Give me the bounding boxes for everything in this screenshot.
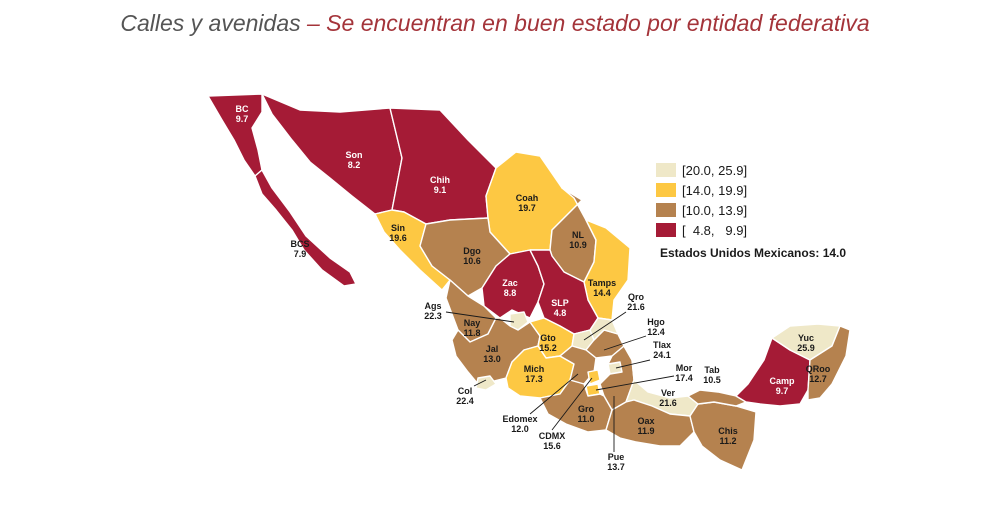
state-region-bcs <box>254 169 357 287</box>
state-region-chih <box>389 107 497 225</box>
state-region-qroo <box>807 325 851 401</box>
leader-mor <box>595 375 675 391</box>
label-sin: Sin 19.6 <box>389 223 407 243</box>
state-region-cdmx <box>587 369 601 385</box>
label-yuc: Yuc 25.9 <box>797 333 815 353</box>
state-labels: BC 9.7 BCS 7.9 Son 8.2 Chih 9.1 Coah 19.7 NL 1… <box>236 104 831 472</box>
title-part-1: Calles y avenidas <box>120 10 301 36</box>
label-son: Son 8.2 <box>346 150 363 170</box>
label-cdmx: CDMX 15.6 <box>539 431 566 451</box>
leader-cdmx <box>551 377 593 431</box>
leader-qro <box>583 311 627 341</box>
legend-swatch <box>656 163 676 177</box>
chart-title: Calles y avenidas – Se encuentran en bue… <box>0 10 990 37</box>
state-region-gro <box>539 379 613 433</box>
callout-lines <box>445 311 675 452</box>
label-tab: Tab 10.5 <box>703 365 721 385</box>
label-jal: Jal 13.0 <box>483 344 501 364</box>
label-edomex: Edomex 12.0 <box>502 414 537 434</box>
label-hgo: Hgo 12.4 <box>647 317 665 337</box>
label-tamps: Tamps 14.4 <box>588 278 616 298</box>
legend-item: [20.0, 25.9] <box>656 160 747 180</box>
label-slp: SLP 4.8 <box>551 298 569 318</box>
label-zac: Zac 8.8 <box>502 278 518 298</box>
label-nay: Nay 11.8 <box>463 318 480 338</box>
label-camp: Camp 9.7 <box>769 376 795 396</box>
leader-hgo <box>603 335 647 351</box>
label-mich: Mich 17.3 <box>524 364 545 384</box>
leader-ags <box>445 311 515 323</box>
state-region-chis <box>689 401 757 471</box>
leader-col <box>473 379 487 387</box>
legend-label: [20.0, 25.9] <box>682 162 748 178</box>
label-gto: Gto 15.2 <box>539 333 557 353</box>
national-total: Estados Unidos Mexicanos: 14.0 <box>660 246 847 260</box>
label-coah: Coah 19.7 <box>516 193 539 213</box>
legend-label: [14.0, 19.9] <box>682 182 748 198</box>
label-pue: Pue 13.7 <box>607 452 625 472</box>
state-region-son <box>261 93 403 215</box>
legend-item: [14.0, 19.9] <box>656 180 747 200</box>
label-bc: BC 9.7 <box>236 104 249 124</box>
label-chis: Chis 11.2 <box>718 426 738 446</box>
legend-item: [10.0, 13.9] <box>656 200 747 220</box>
legend-swatch <box>656 223 676 237</box>
label-qro: Qro 21.6 <box>627 292 645 312</box>
label-oax: Oax 11.9 <box>637 416 654 436</box>
legend-label: [10.0, 13.9] <box>682 202 748 218</box>
leader-edomex <box>529 373 579 415</box>
label-tlax: Tlax 24.1 <box>653 340 671 360</box>
label-nl: NL 10.9 <box>569 230 587 250</box>
label-dgo: Dgo 10.6 <box>463 246 481 266</box>
legend-label: [ 4.8, 9.9] <box>682 222 748 238</box>
label-chih: Chih 9.1 <box>430 175 450 195</box>
title-part-2: – Se encuentran en buen estado por entid… <box>307 10 870 36</box>
label-col: Col 22.4 <box>456 386 474 406</box>
label-bcs: BCS 7.9 <box>290 239 309 259</box>
label-gro: Gro 11.0 <box>577 404 594 424</box>
legend-swatch <box>656 183 676 197</box>
leader-tlax <box>615 359 651 369</box>
legend-swatch <box>656 203 676 217</box>
label-qroo: QRoo 12.7 <box>806 364 831 384</box>
label-ver: Ver 21.6 <box>659 388 677 408</box>
state-region-col <box>475 375 497 391</box>
legend-item: [ 4.8, 9.9] <box>656 220 747 240</box>
label-ags: Ags 22.3 <box>424 301 442 321</box>
legend: [20.0, 25.9] [14.0, 19.9] [10.0, 13.9] [… <box>656 160 747 240</box>
label-mor: Mor 17.4 <box>675 363 693 383</box>
